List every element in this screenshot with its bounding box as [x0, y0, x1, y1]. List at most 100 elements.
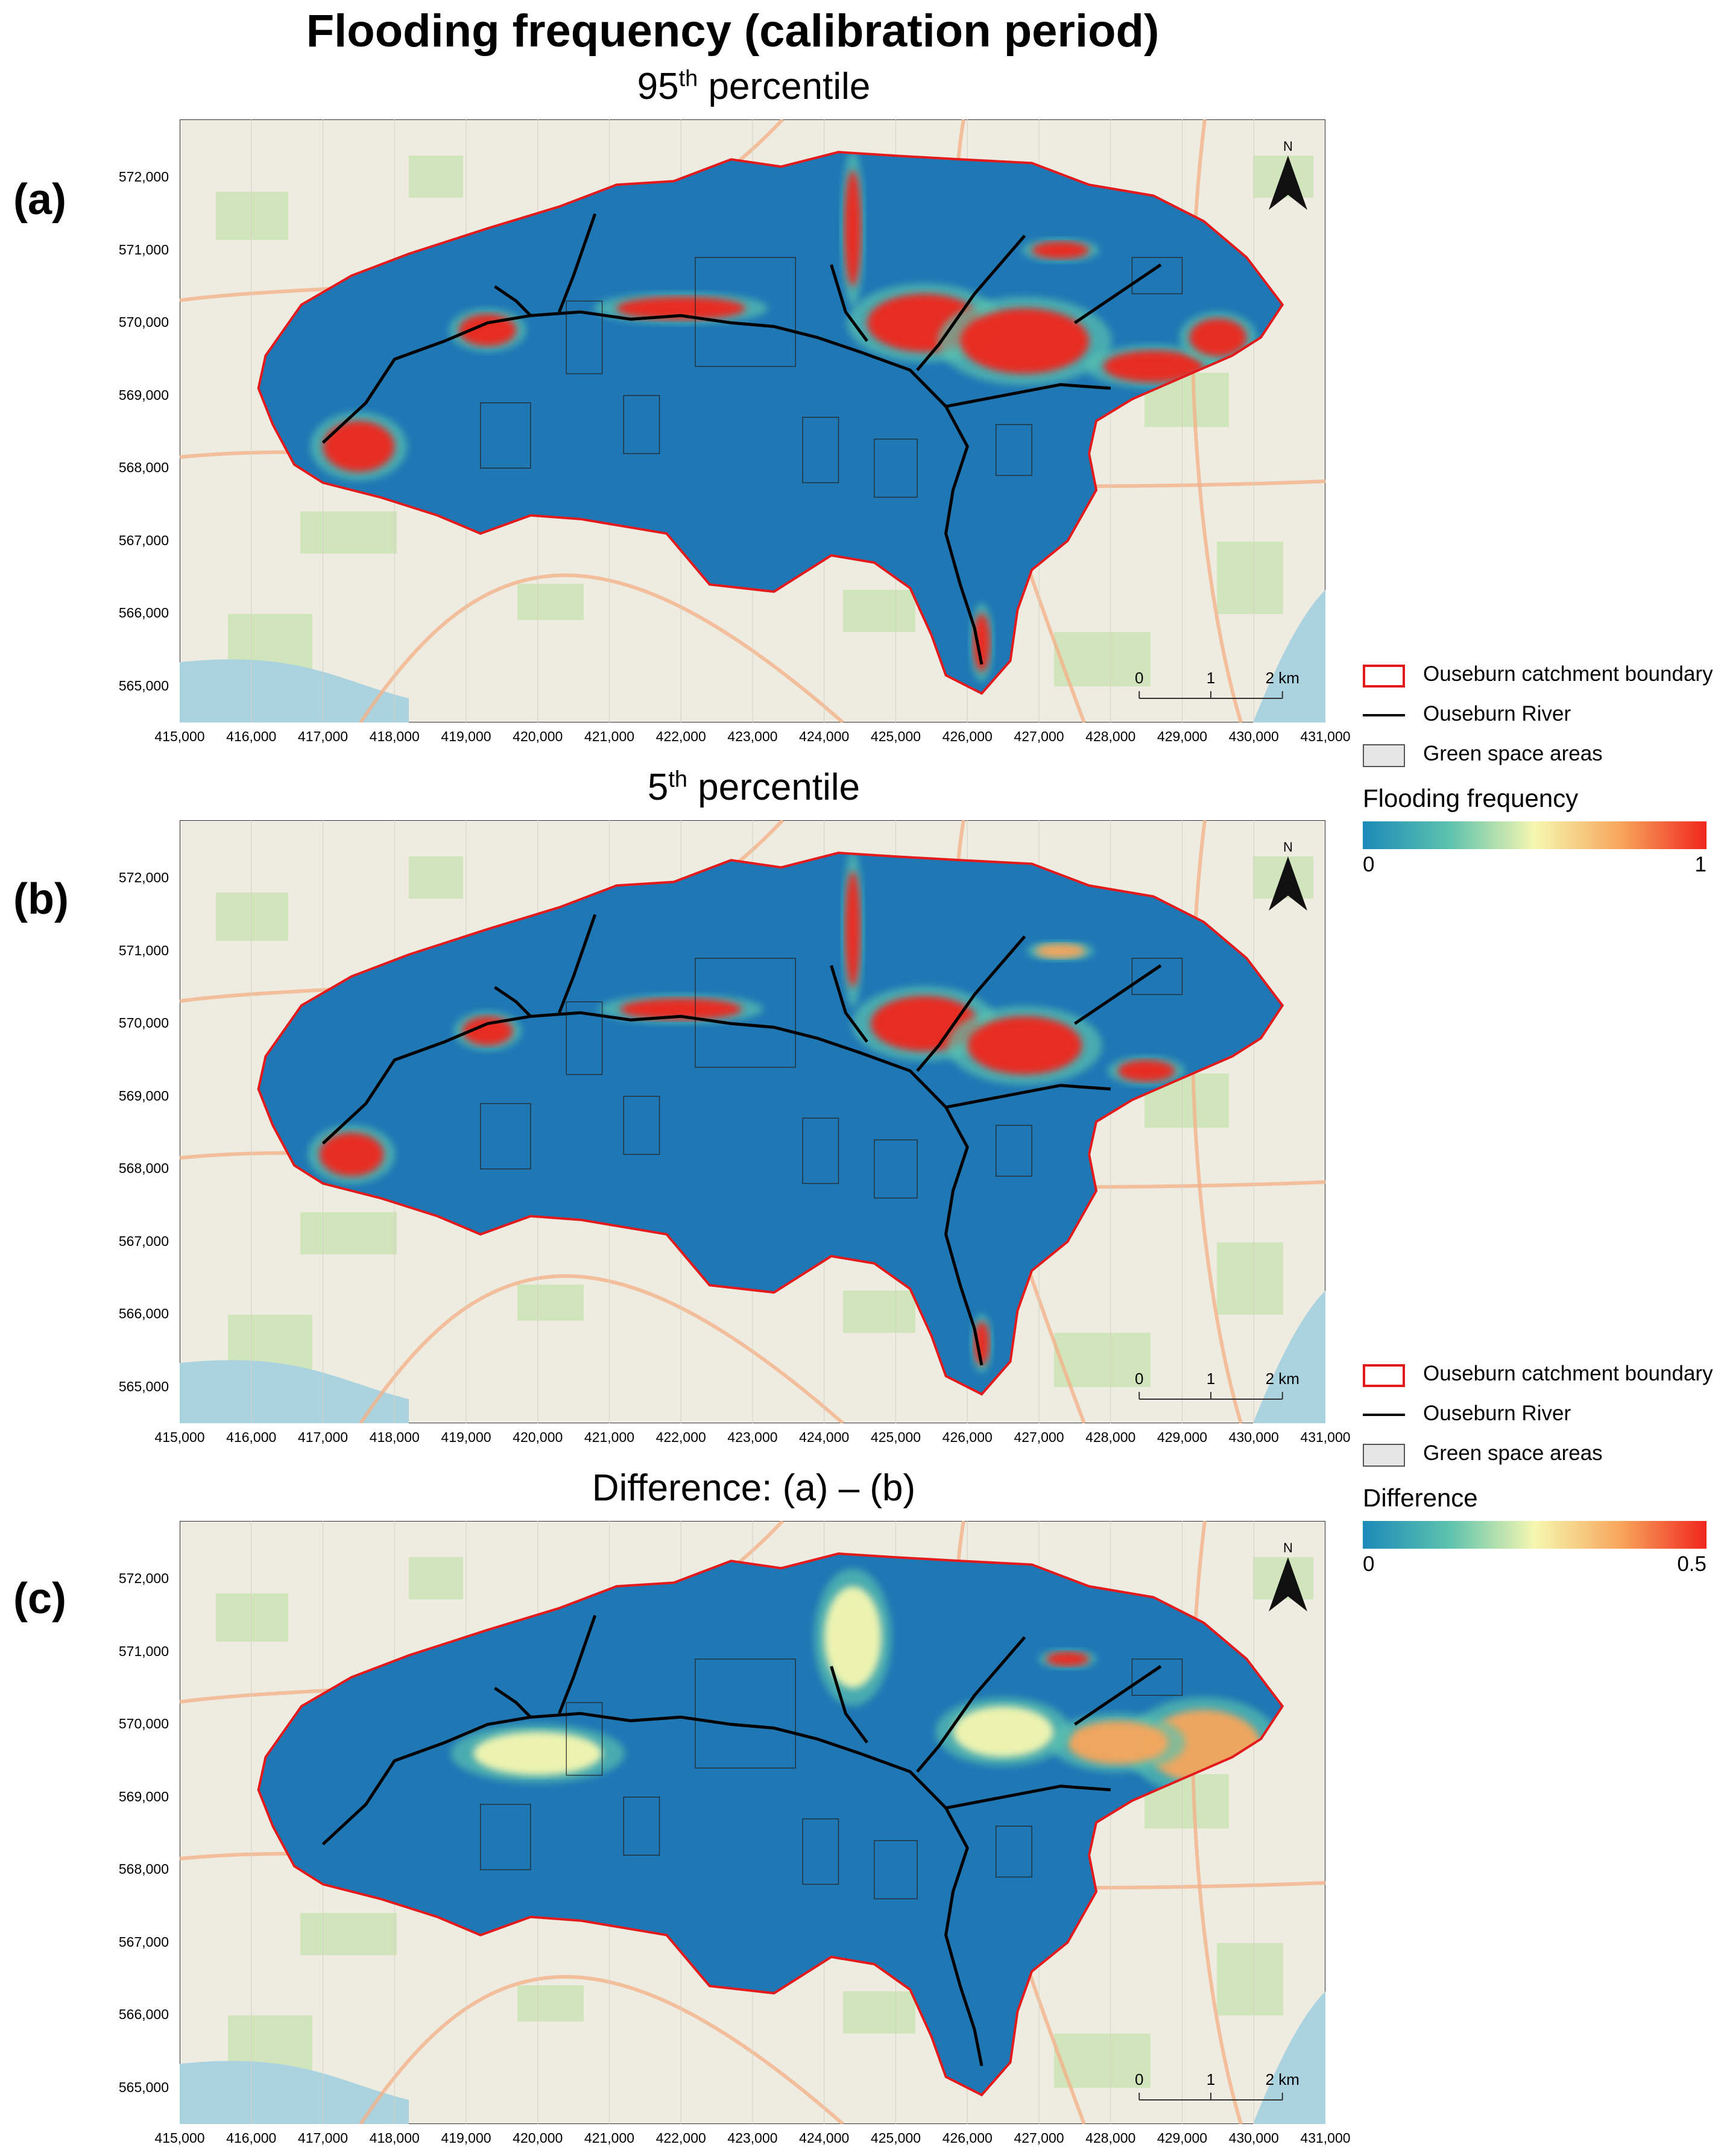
legend-difference: Ouseburn catchment boundary Ouseburn Riv…	[1363, 1358, 1725, 1582]
legend-river: Ouseburn River	[1363, 1398, 1725, 1438]
green-space-outline	[1131, 257, 1183, 294]
flood-hotspot	[1067, 1721, 1168, 1765]
panel-title-sup: th	[678, 66, 698, 92]
x-tick-label: 416,000	[226, 1429, 277, 1445]
river-line	[494, 1687, 532, 1719]
river-water	[180, 659, 409, 722]
panel-letter: (a)	[13, 175, 66, 224]
flood-hotspot	[323, 421, 395, 472]
y-tick-label: 565,000	[118, 1378, 169, 1394]
river-line	[946, 1084, 1111, 1109]
flood-hotspot	[824, 1586, 882, 1689]
flood-hotspot	[473, 1731, 602, 1775]
green-patch	[216, 192, 288, 240]
flood-hotspot	[1117, 1060, 1175, 1082]
x-tick-label: 422,000	[655, 2130, 706, 2146]
y-tick-label: 571,000	[118, 942, 169, 958]
green-space-outline	[802, 1118, 839, 1184]
y-tick-label: 567,000	[118, 1233, 169, 1249]
green-patch	[843, 1991, 915, 2034]
ramp-min: 0	[1363, 1552, 1375, 1576]
x-tick-label: 426,000	[942, 2130, 993, 2146]
map-panel: N 0 1 2 km	[180, 1521, 1325, 2124]
river-line	[321, 310, 983, 665]
flood-hotspot	[973, 613, 991, 672]
boundary-swatch	[1363, 665, 1405, 688]
figure-title: Flooding frequency (calibration period)	[306, 5, 1160, 57]
y-tick-label: 569,000	[118, 1087, 169, 1104]
x-tick-label: 424,000	[799, 1429, 850, 1445]
north-arrow-icon	[1269, 156, 1307, 210]
flood-hotspot	[1035, 943, 1086, 958]
green-patch	[843, 590, 915, 632]
map-canvas: N 0 1 2 km	[180, 119, 1325, 722]
legend-ramp-title: Difference	[1363, 1484, 1478, 1512]
road	[359, 1974, 844, 2124]
green-space-outline	[996, 1125, 1032, 1177]
catchment-area	[258, 152, 1283, 694]
green-patch	[409, 1557, 463, 1599]
green-patch	[300, 1913, 397, 1955]
green-space-outline	[874, 438, 918, 498]
x-tick-label: 415,000	[154, 2130, 205, 2146]
flood-hotspot	[1103, 350, 1204, 383]
river-water	[1253, 590, 1325, 722]
x-tick-label: 426,000	[942, 1429, 993, 1445]
river-line	[830, 965, 869, 1043]
green-space-outline	[480, 1804, 531, 1871]
x-tick-label: 418,000	[369, 729, 420, 744]
river-line	[946, 1785, 1111, 1810]
green-space-outline	[566, 300, 603, 375]
catchment-boundary	[257, 151, 1284, 695]
scale-bar-label: 1	[1207, 2070, 1215, 2088]
x-tick-label: 423,000	[727, 729, 778, 744]
green-space-outline	[802, 1818, 839, 1885]
flood-hotspot	[973, 1321, 990, 1365]
green-patch	[1217, 542, 1283, 614]
river-line	[916, 935, 1026, 1072]
y-tick-label: 571,000	[118, 241, 169, 258]
x-tick-label: 427,000	[1014, 2130, 1064, 2146]
flood-hotspot	[319, 1133, 384, 1177]
y-tick-label: 568,000	[118, 1861, 169, 1877]
flood-hotspot	[1046, 1651, 1090, 1666]
green-patch	[517, 584, 584, 620]
north-arrow-icon	[1269, 1557, 1307, 1611]
green-patch	[1054, 1333, 1151, 1387]
green-space-outline	[480, 402, 531, 469]
green-patch	[843, 1291, 915, 1333]
flood-hotspot	[616, 296, 746, 320]
green-patch	[1217, 1242, 1283, 1315]
river-water	[180, 1360, 409, 1423]
legend-river: Ouseburn River	[1363, 698, 1725, 738]
ramp-min: 0	[1363, 853, 1375, 876]
panel-title: 95th percentile	[181, 65, 1327, 108]
legend-green-space: Green space areas	[1363, 1438, 1725, 1478]
y-tick-label: 570,000	[118, 1015, 169, 1031]
river-water	[1253, 1291, 1325, 1423]
panel-title: 5th percentile	[181, 766, 1327, 809]
catchment-boundary	[257, 852, 1284, 1396]
green-patch	[216, 1593, 288, 1642]
x-tick-label: 417,000	[297, 2130, 349, 2146]
green-patch	[1217, 1943, 1283, 2015]
river-line	[916, 1636, 1026, 1773]
scale-bar-label: 2 km	[1266, 669, 1299, 687]
y-tick-label: 570,000	[118, 1716, 169, 1732]
flood-layer	[308, 853, 1186, 1373]
river-line	[494, 986, 532, 1018]
river-line	[916, 235, 1026, 371]
y-tick-label: 571,000	[118, 1643, 169, 1659]
flood-hotspot	[1032, 241, 1090, 259]
map-canvas: N 0 1 2 km	[180, 820, 1325, 1423]
legend-green-space: Green space areas	[1363, 738, 1725, 778]
panel-letter: (b)	[13, 875, 69, 923]
legend-frequency: Ouseburn catchment boundary Ouseburn Riv…	[1363, 659, 1725, 883]
x-tick-label: 430,000	[1228, 729, 1279, 744]
x-tick-label: 429,000	[1157, 1429, 1208, 1445]
y-tick-label: 567,000	[118, 532, 169, 548]
north-arrow-icon	[1269, 856, 1307, 911]
y-tick-label: 566,000	[118, 1306, 169, 1322]
x-tick-label: 425,000	[870, 1429, 921, 1445]
flood-layer	[310, 152, 1257, 682]
